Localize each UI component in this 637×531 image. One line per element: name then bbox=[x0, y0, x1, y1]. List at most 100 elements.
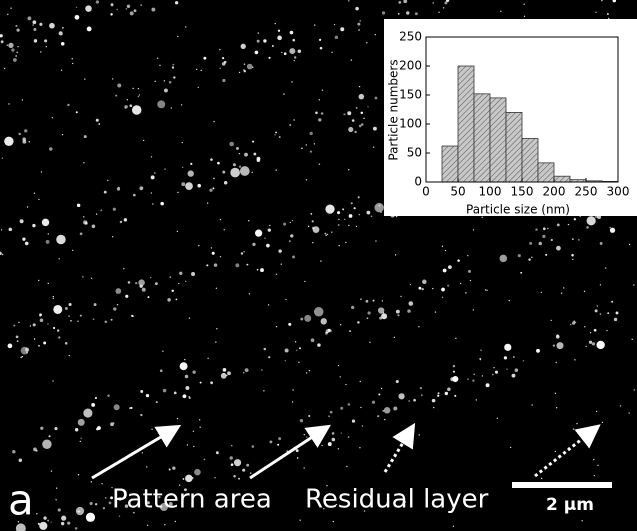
particle bbox=[158, 495, 161, 499]
particle bbox=[347, 111, 352, 116]
particle bbox=[33, 447, 37, 452]
particle bbox=[275, 273, 278, 275]
particle bbox=[238, 152, 241, 155]
particle bbox=[1, 157, 4, 159]
particle bbox=[288, 240, 291, 243]
particle bbox=[36, 513, 38, 515]
particle bbox=[298, 361, 300, 364]
particle bbox=[243, 63, 246, 65]
particle bbox=[68, 302, 72, 306]
particle bbox=[162, 388, 167, 393]
particle bbox=[332, 520, 334, 523]
particle bbox=[304, 314, 312, 322]
particle bbox=[76, 203, 81, 208]
particle bbox=[263, 39, 267, 43]
particle bbox=[283, 222, 287, 226]
particle bbox=[584, 326, 586, 328]
particle bbox=[567, 223, 570, 226]
particle bbox=[281, 51, 283, 54]
particle bbox=[219, 67, 221, 70]
particle bbox=[58, 336, 61, 339]
particle bbox=[288, 322, 292, 326]
particle bbox=[301, 147, 303, 150]
particle bbox=[94, 396, 98, 400]
arrow bbox=[534, 424, 601, 478]
particle bbox=[85, 512, 96, 522]
particle bbox=[16, 340, 19, 343]
particle bbox=[50, 470, 53, 472]
particle bbox=[164, 524, 166, 526]
particle bbox=[574, 359, 576, 361]
particle bbox=[151, 7, 156, 12]
x-tick-label: 300 bbox=[607, 185, 630, 199]
particle bbox=[52, 297, 55, 300]
particle bbox=[437, 392, 440, 395]
particle bbox=[348, 224, 350, 227]
particle bbox=[457, 259, 460, 262]
particle bbox=[126, 4, 131, 9]
particle bbox=[275, 326, 278, 328]
particle bbox=[619, 405, 622, 407]
particle bbox=[359, 447, 361, 449]
particle bbox=[163, 80, 166, 82]
particle bbox=[56, 234, 66, 245]
particle bbox=[209, 188, 213, 192]
particle bbox=[541, 477, 543, 480]
particle bbox=[199, 381, 202, 384]
particle bbox=[277, 29, 281, 32]
particle bbox=[593, 328, 597, 332]
particle bbox=[296, 349, 298, 352]
particle bbox=[181, 182, 186, 187]
particle bbox=[357, 22, 361, 26]
particle bbox=[452, 370, 455, 373]
particle bbox=[277, 443, 280, 446]
particle bbox=[164, 88, 168, 93]
particle bbox=[242, 468, 246, 472]
particle bbox=[504, 343, 512, 351]
particle bbox=[125, 294, 129, 298]
particle bbox=[291, 81, 293, 83]
particle bbox=[7, 343, 13, 349]
particle bbox=[15, 335, 19, 339]
particle bbox=[312, 241, 314, 244]
particle bbox=[331, 231, 333, 233]
particle bbox=[164, 168, 166, 170]
particle bbox=[583, 290, 586, 293]
particle bbox=[243, 250, 245, 253]
particle bbox=[220, 372, 227, 379]
particle bbox=[38, 344, 40, 347]
particle bbox=[112, 207, 116, 211]
particle bbox=[0, 35, 2, 38]
particle bbox=[20, 356, 22, 359]
particle bbox=[631, 338, 633, 341]
particle bbox=[174, 520, 177, 523]
particle bbox=[176, 230, 179, 233]
particle bbox=[337, 448, 340, 450]
particle bbox=[107, 394, 110, 397]
particle bbox=[207, 357, 209, 359]
particle bbox=[13, 324, 16, 327]
particle bbox=[508, 299, 510, 302]
y-tick-label: 50 bbox=[407, 146, 422, 160]
particle bbox=[303, 467, 305, 469]
particle bbox=[572, 321, 576, 325]
particle bbox=[594, 309, 598, 313]
particle bbox=[154, 282, 158, 286]
particle bbox=[418, 434, 420, 436]
particle bbox=[251, 445, 255, 448]
particle bbox=[431, 398, 436, 403]
particle bbox=[320, 318, 327, 325]
particle bbox=[17, 521, 20, 523]
particle bbox=[47, 519, 50, 522]
x-tick-label: 0 bbox=[422, 185, 430, 199]
particle bbox=[555, 361, 557, 364]
particle bbox=[326, 233, 329, 236]
particle bbox=[293, 56, 297, 59]
particle bbox=[15, 523, 26, 531]
particle bbox=[586, 226, 589, 229]
x-tick-label: 50 bbox=[450, 185, 465, 199]
particle bbox=[177, 191, 179, 194]
particle bbox=[115, 288, 122, 294]
particle bbox=[328, 415, 330, 417]
particle bbox=[168, 502, 173, 506]
